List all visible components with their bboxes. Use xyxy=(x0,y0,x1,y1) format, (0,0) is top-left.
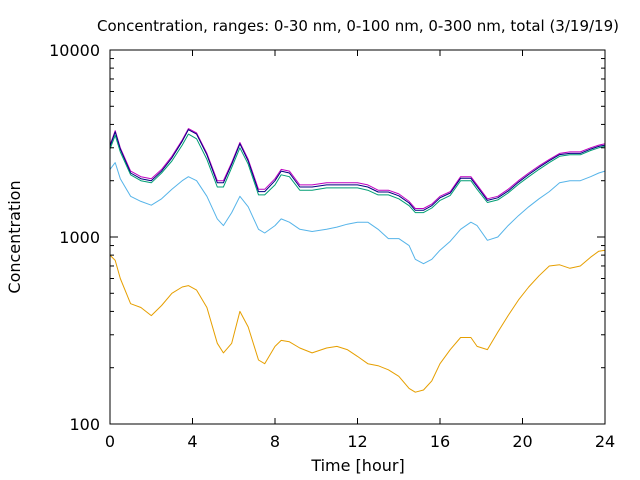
series-line-5 xyxy=(109,249,606,393)
x-tick-label: 8 xyxy=(270,432,280,451)
y-axis-ticks: 100 1000 10000 xyxy=(49,41,605,434)
series-line-2 xyxy=(109,129,606,211)
series-line-4 xyxy=(109,162,606,265)
series-layer xyxy=(109,128,606,393)
x-axis-title: Time [hour] xyxy=(310,456,404,475)
y-tick-label: 100 xyxy=(69,415,100,434)
x-tick-label: 24 xyxy=(595,432,615,451)
x-tick-label: 0 xyxy=(105,432,115,451)
y-tick-label: 1000 xyxy=(59,228,100,247)
y-tick-label: 10000 xyxy=(49,41,100,60)
x-axis-ticks: 0 4 8 12 16 20 24 xyxy=(105,50,615,451)
x-tick-label: 4 xyxy=(187,432,197,451)
chart-title: Concentration, ranges: 0-30 nm, 0-100 nm… xyxy=(97,17,619,35)
x-tick-label: 20 xyxy=(512,432,532,451)
x-tick-label: 12 xyxy=(347,432,367,451)
series-line-1 xyxy=(109,128,606,209)
plot-frame xyxy=(109,49,606,425)
y-axis-title: Concentration xyxy=(5,180,24,293)
x-tick-label: 16 xyxy=(430,432,450,451)
series-line-3 xyxy=(109,133,606,214)
